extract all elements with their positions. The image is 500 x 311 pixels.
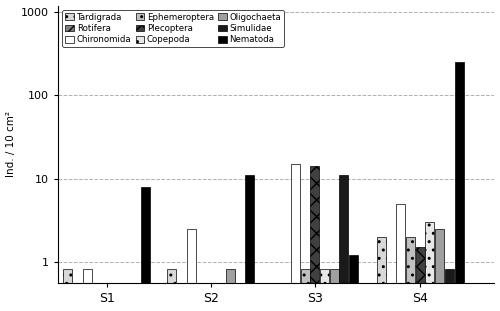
Bar xyxy=(435,229,444,311)
Bar xyxy=(64,269,72,311)
Bar xyxy=(349,255,358,311)
Bar xyxy=(187,229,196,311)
Bar xyxy=(416,247,424,311)
Bar xyxy=(226,269,234,311)
Bar xyxy=(377,237,386,311)
Bar xyxy=(83,269,92,311)
Bar xyxy=(168,269,176,311)
Bar xyxy=(406,237,415,311)
Bar xyxy=(426,222,434,311)
Bar xyxy=(454,62,464,311)
Bar xyxy=(141,187,150,311)
Bar xyxy=(320,269,329,311)
Bar xyxy=(300,269,310,311)
Bar xyxy=(245,175,254,311)
Y-axis label: Ind. / 10 cm²: Ind. / 10 cm² xyxy=(6,111,16,178)
Bar xyxy=(291,164,300,311)
Bar xyxy=(445,269,454,311)
Bar xyxy=(330,269,338,311)
Bar xyxy=(396,204,405,311)
Legend: Tardigrada, Rotifera, Chironomida, Ephemeroptera, Plecoptera, Copepoda, Oligocha: Tardigrada, Rotifera, Chironomida, Ephem… xyxy=(62,10,284,47)
Bar xyxy=(340,175,348,311)
Bar xyxy=(310,166,320,311)
